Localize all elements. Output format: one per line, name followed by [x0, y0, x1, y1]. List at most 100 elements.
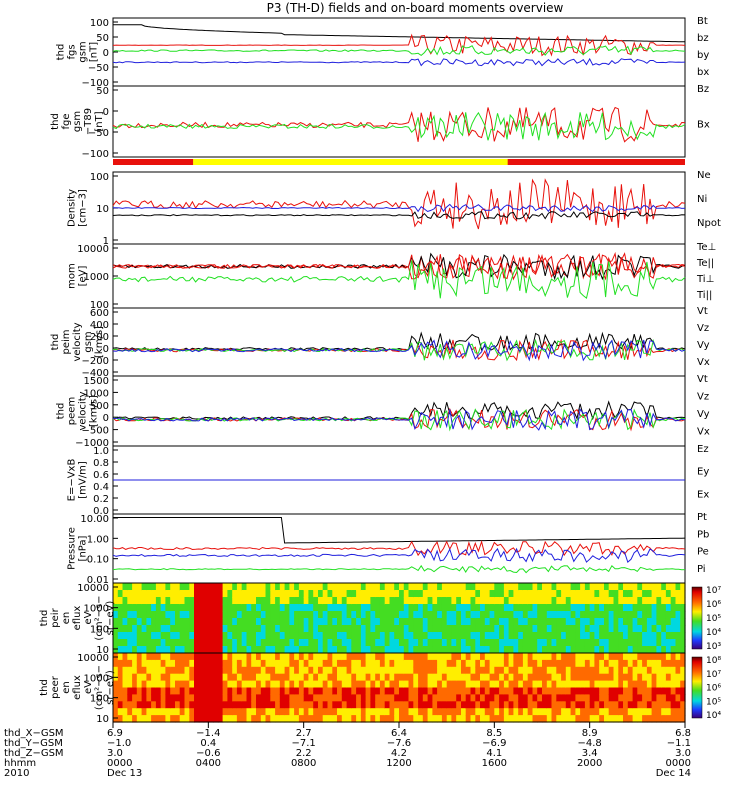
heatmap-cell [456, 694, 462, 702]
heatmap-cell [170, 646, 176, 654]
heatmap-cell [575, 659, 581, 668]
heatmap-cell [351, 639, 357, 647]
heatmap-cell [656, 639, 662, 647]
heatmap-cell [456, 590, 462, 598]
heatmap-cell [122, 715, 128, 723]
y-tick-label: −50 [88, 128, 109, 139]
heatmap-cell [246, 653, 252, 661]
heatmap-cell [503, 625, 510, 633]
heatmap-cell [527, 708, 534, 716]
heatmap-cell [432, 694, 438, 702]
heatmap-cell [132, 659, 138, 668]
heatmap-cell [470, 618, 476, 626]
heatmap-cell [537, 694, 543, 702]
heatmap-cell [604, 618, 610, 626]
heatmap-cell [279, 694, 286, 702]
heatmap-cell [160, 611, 167, 619]
heatmap-cell [422, 659, 429, 668]
heatmap-cell [394, 583, 400, 591]
heatmap-cell [542, 694, 548, 702]
heatmap-cell [623, 583, 629, 591]
heatmap-cell [236, 604, 243, 612]
heatmap-cell [642, 590, 648, 598]
heatmap-cell [208, 611, 214, 619]
heatmap-cell [394, 694, 400, 702]
heatmap-cell [279, 611, 286, 619]
heatmap-cell [494, 646, 500, 654]
heatmap-cell [236, 694, 243, 702]
heatmap-cell [589, 597, 596, 605]
heatmap-cell [456, 618, 462, 626]
heatmap-cell [437, 618, 443, 626]
heatmap-cell [303, 701, 310, 709]
y-axis-label: Pressure [67, 527, 78, 570]
heatmap-cell [646, 590, 653, 598]
heatmap-cell [222, 625, 228, 633]
y-tick-label: 100 [90, 624, 109, 635]
heatmap-cell [356, 597, 362, 605]
heatmap-cell [651, 597, 657, 605]
heatmap-cell [298, 632, 305, 640]
heatmap-cell [484, 611, 491, 619]
heatmap-cell [403, 632, 410, 640]
heatmap-cell [346, 715, 352, 723]
heatmap-cell [208, 632, 214, 640]
heatmap-cell [475, 618, 481, 626]
heatmap-cell [499, 666, 505, 675]
heatmap-cell [275, 659, 281, 668]
y-axis-label: en [61, 681, 72, 694]
heatmap-cell [189, 687, 195, 695]
heatmap-cell [470, 597, 476, 605]
heatmap-cell [146, 673, 152, 682]
y-tick-label: 1000 [84, 673, 109, 684]
heatmap-cell [527, 597, 534, 605]
heatmap-cell [151, 694, 157, 702]
heatmap-cell [604, 604, 610, 612]
heatmap-cell [418, 590, 424, 598]
y-tick-label: 10000 [77, 583, 109, 594]
heatmap-cell [656, 715, 662, 723]
heatmap-cell [565, 590, 572, 598]
heatmap-cell [465, 666, 472, 675]
heatmap-cell [542, 611, 548, 619]
heatmap-cell [318, 646, 324, 654]
heatmap-cell [465, 646, 472, 654]
heatmap-cell [665, 611, 672, 619]
heatmap-cell [175, 618, 181, 626]
heatmap-cell [513, 687, 519, 695]
heatmap-cell [546, 611, 553, 619]
heatmap-cell [542, 590, 548, 598]
heatmap-cell [565, 639, 572, 647]
heatmap-cell [413, 653, 419, 661]
heatmap-cell [489, 604, 495, 612]
heatmap-cell [346, 666, 352, 675]
heatmap-cell [379, 604, 386, 612]
heatmap-cell [265, 701, 271, 709]
heatmap-cell [175, 611, 181, 619]
heatmap-cell [132, 632, 138, 640]
heatmap-cell [298, 590, 305, 598]
heatmap-cell [637, 639, 643, 647]
heatmap-cell [346, 604, 352, 612]
heatmap-cell [399, 583, 405, 591]
heatmap-cell [322, 639, 329, 647]
heatmap-cell [356, 715, 362, 723]
heatmap-cell [284, 687, 290, 695]
heatmap-cell [375, 604, 381, 612]
heatmap-cell [589, 659, 596, 668]
heatmap-cell [298, 646, 305, 654]
heatmap-cell [194, 701, 200, 709]
heatmap-cell [127, 694, 133, 702]
heatmap-cell [227, 583, 233, 591]
heatmap-cell [141, 666, 147, 675]
heatmap-cell [379, 611, 386, 619]
heatmap-cell [279, 618, 286, 626]
heatmap-cell [117, 680, 124, 689]
heatmap-cell [160, 639, 167, 647]
heatmap-cell [632, 590, 638, 598]
heatmap-cell [461, 604, 467, 612]
heatmap-cell [279, 646, 286, 654]
heatmap-cell [618, 646, 624, 654]
heatmap-cell [422, 639, 429, 647]
heatmap-cell [365, 639, 371, 647]
